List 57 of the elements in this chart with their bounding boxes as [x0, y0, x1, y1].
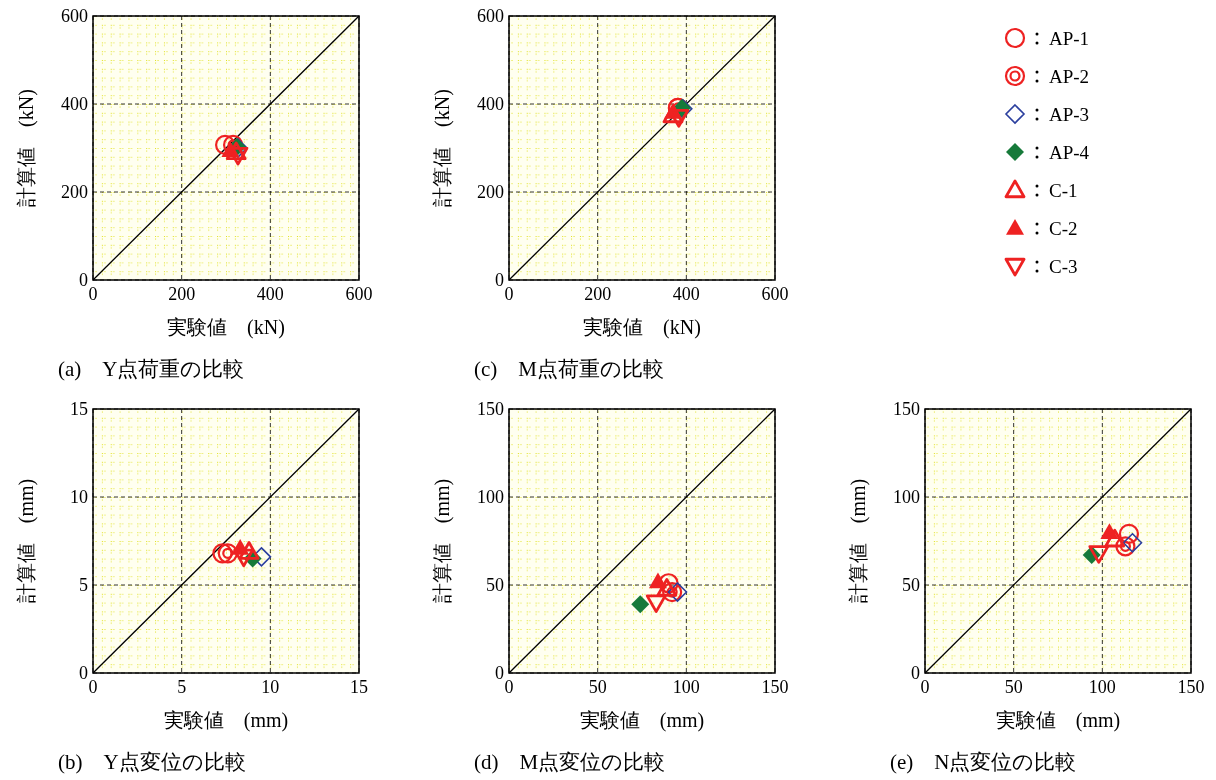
y-tick-label: 10 — [70, 487, 88, 507]
x-tick-label: 50 — [1004, 677, 1023, 697]
y-tick-label: 0 — [495, 663, 504, 683]
y-axis-title: 計算値 (kN) — [431, 89, 454, 207]
y-tick-label: 400 — [61, 94, 88, 114]
x-tick-label: 150 — [1177, 677, 1205, 697]
y-tick-label: 0 — [911, 663, 920, 683]
x-tick-label: 400 — [256, 284, 284, 304]
y-tick-label: 100 — [477, 487, 504, 507]
x-axis-title: 実験値 (kN) — [583, 316, 701, 339]
y-axis-title: 計算値 (mm) — [847, 478, 870, 604]
y-tick-label: 50 — [486, 575, 504, 595]
y-axis-title: 計算値 (mm) — [431, 478, 454, 604]
text: (d) M点変位の比較 — [474, 750, 666, 774]
x-tick-label: 400 — [672, 284, 700, 304]
y-tick-label: 200 — [61, 182, 88, 202]
y-axis-title: 計算値 (mm) — [15, 478, 38, 604]
y-tick-label: 150 — [477, 399, 504, 419]
x-tick-label: 600 — [345, 284, 373, 304]
x-tick-label: 10 — [261, 677, 280, 697]
y-tick-label: 600 — [477, 6, 504, 26]
legend-label: AP-2 — [1049, 66, 1090, 87]
text: (b) Y点変位の比較 — [58, 750, 246, 774]
x-tick-label: 100 — [1088, 677, 1116, 697]
y-tick-label: 150 — [893, 399, 920, 419]
x-axis-title: 実験値 (mm) — [995, 709, 1121, 732]
y-tick-label: 15 — [70, 399, 88, 419]
y-tick-label: 0 — [495, 270, 504, 290]
y-tick-label: 5 — [79, 575, 88, 595]
text: (c) M点荷重の比較 — [474, 357, 664, 381]
x-axis-title: 実験値 (mm) — [579, 709, 705, 732]
y-tick-label: 200 — [477, 182, 504, 202]
x-tick-label: 200 — [584, 284, 612, 304]
text: (e) N点変位の比較 — [890, 750, 1077, 774]
legend-label: AP-3 — [1049, 104, 1090, 125]
legend-label: C-2 — [1049, 218, 1078, 239]
x-tick-label: 5 — [177, 677, 187, 697]
y-tick-label: 0 — [79, 663, 88, 683]
legend-label: AP-4 — [1049, 142, 1090, 163]
y-tick-label: 600 — [61, 6, 88, 26]
x-tick-label: 200 — [168, 284, 196, 304]
y-tick-label: 400 — [477, 94, 504, 114]
legend-label: C-1 — [1049, 180, 1078, 201]
x-tick-label: 600 — [761, 284, 789, 304]
x-axis-title: 実験値 (kN) — [167, 316, 285, 339]
text: (a) Y点荷重の比較 — [58, 357, 245, 381]
x-tick-label: 50 — [588, 677, 607, 697]
y-axis-title: 計算値 (kN) — [15, 89, 38, 207]
legend-label: AP-1 — [1049, 28, 1090, 49]
x-tick-label: 15 — [350, 677, 368, 697]
x-tick-label: 100 — [672, 677, 700, 697]
y-tick-label: 50 — [902, 575, 920, 595]
y-tick-label: 0 — [79, 270, 88, 290]
x-tick-label: 150 — [761, 677, 789, 697]
y-tick-label: 100 — [893, 487, 920, 507]
legend-label: C-3 — [1049, 256, 1078, 277]
x-axis-title: 実験値 (mm) — [163, 709, 289, 732]
